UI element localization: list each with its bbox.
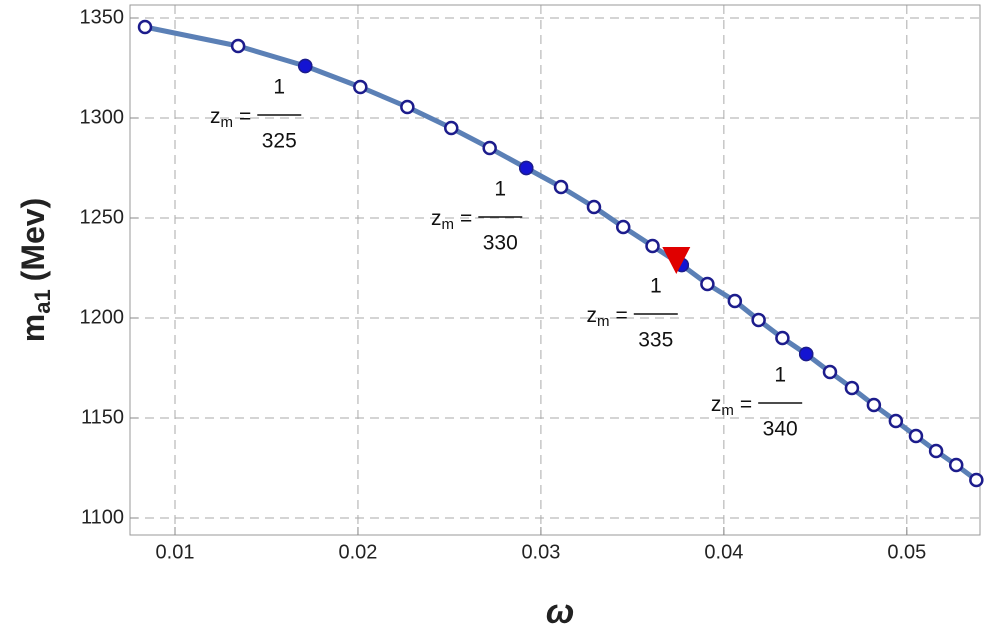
annotation: zm = 1 340: [711, 364, 803, 441]
point: [553, 179, 569, 195]
triangle-marker: [662, 247, 691, 274]
point: [969, 472, 984, 488]
annotation-lhs: z: [587, 304, 598, 327]
x-tick-label: 0.03: [521, 541, 560, 563]
point: [137, 19, 153, 35]
point: [727, 293, 743, 309]
highlight-point: [519, 160, 534, 176]
annotation: zm = 1 325: [210, 76, 302, 153]
highlight-point: [298, 58, 313, 74]
grid: [130, 5, 980, 535]
point: [822, 364, 838, 380]
annotation-lhs: zm =: [587, 304, 628, 330]
point: [948, 457, 964, 473]
annotation-sub: m: [221, 114, 234, 131]
annotation-numerator: 1: [650, 275, 662, 298]
annotation-denominator: 340: [763, 418, 798, 441]
point: [700, 276, 715, 292]
annotation-numerator: 1: [494, 178, 506, 201]
annotation-sub: m: [442, 216, 455, 233]
y-tick-label: 1150: [81, 406, 124, 428]
y-tick-label: 1100: [81, 506, 124, 528]
annotation-lhs: zm =: [210, 105, 251, 131]
annotation-eq: =: [740, 393, 752, 416]
annotation-denominator: 335: [638, 329, 673, 352]
annotation-lhs: z: [431, 207, 442, 230]
annotation-lhs: zm =: [431, 207, 472, 233]
y-tick-label: 1300: [80, 106, 125, 128]
point: [751, 312, 766, 328]
x-tick-label: 0.02: [338, 541, 377, 563]
point: [400, 99, 415, 115]
annotation-sub: m: [721, 402, 734, 419]
annotation-numerator: 1: [774, 364, 786, 387]
annotation-eq: =: [616, 304, 628, 327]
point: [230, 38, 246, 54]
annotation-numerator: 1: [273, 76, 285, 99]
point: [353, 79, 368, 95]
y-label-main: m: [15, 314, 51, 342]
annotation-denominator: 325: [262, 130, 297, 153]
point: [888, 413, 904, 429]
annotation-lhs: zm =: [711, 393, 752, 419]
annotation-eq: =: [239, 105, 251, 128]
y-tick-label: 1350: [80, 6, 125, 28]
y-label-sub: a1: [30, 289, 55, 313]
point: [866, 397, 882, 413]
y-label-unit: (Mev): [15, 198, 51, 282]
point: [615, 219, 631, 235]
annotation: zm = 1 330: [431, 178, 523, 255]
x-tick-label: 0.01: [156, 541, 195, 563]
point: [586, 199, 602, 215]
x-tick-label: 0.04: [704, 541, 743, 563]
point: [482, 140, 497, 156]
line: [144, 24, 978, 483]
plot-frame: [129, 4, 981, 536]
y-tick-label: 1250: [80, 206, 125, 228]
x-tick-label: 0.05: [887, 541, 926, 563]
point: [908, 428, 924, 444]
x-axis-label: ω: [546, 593, 574, 631]
point: [645, 238, 660, 254]
point: [444, 120, 459, 136]
annotation: zm = 1 335: [587, 275, 678, 352]
y-axis-label: ma1 (Mev): [15, 198, 54, 343]
annotation-denominator: 330: [483, 232, 518, 255]
point: [928, 443, 944, 459]
highlight-point: [798, 346, 814, 362]
point: [775, 330, 790, 346]
y-tick-label: 1200: [80, 306, 125, 328]
point: [844, 380, 860, 396]
annotation-sub: m: [597, 313, 610, 330]
annotation-lhs: z: [711, 393, 722, 416]
annotation-eq: =: [460, 207, 472, 230]
annotation-lhs: z: [210, 105, 221, 128]
